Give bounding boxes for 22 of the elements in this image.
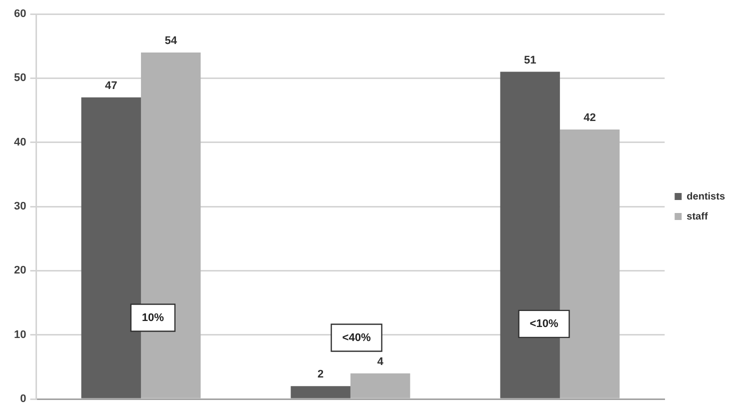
data-label: 54 [164,35,178,48]
data-label: 4 [377,356,384,368]
legend-label: dentists [686,191,726,202]
y-tick-label: 50 [14,72,26,84]
bar [290,386,350,398]
bar [350,373,410,398]
data-label: 47 [105,80,118,92]
data-label: 51 [524,54,536,66]
legend-label: staff [686,211,708,222]
annotation: 10% [142,312,164,324]
y-tick-label: 30 [14,200,26,213]
data-label: 2 [318,368,324,381]
y-tick-label: 0 [20,393,26,406]
annotation: <40% [342,332,371,344]
y-tick-label: 10 [14,328,26,341]
annotation: <10% [530,318,558,330]
bar [81,97,141,398]
data-label: 42 [584,112,596,124]
y-tick-label: 20 [14,264,26,277]
y-tick-label: 60 [14,8,26,20]
y-tick-label: 40 [14,136,26,148]
bar [560,130,620,398]
